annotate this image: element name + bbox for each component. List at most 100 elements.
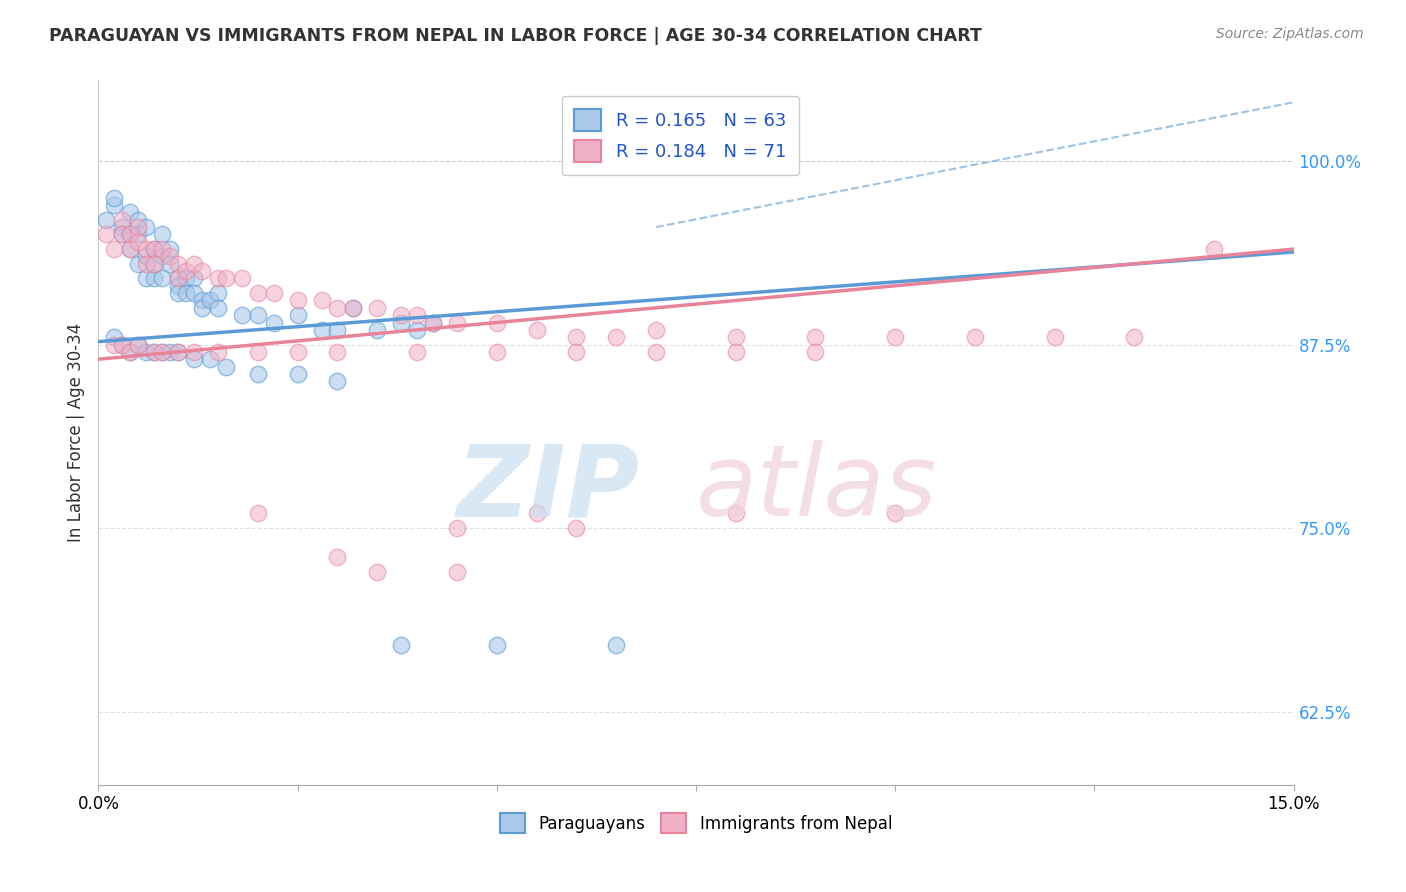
Point (645, 344, 668, 359)
Point (246, 308, 269, 322)
Point (167, 286, 190, 301)
Point (127, 227, 149, 242)
Point (174, 271, 197, 285)
Point (263, 286, 285, 301)
Point (446, 565, 468, 579)
Point (884, 330, 907, 344)
Point (198, 293, 221, 308)
Point (207, 286, 229, 301)
Point (103, 191, 125, 205)
Point (150, 250, 173, 264)
Point (422, 316, 444, 330)
Point (143, 257, 166, 271)
Point (804, 344, 827, 359)
Point (406, 323, 429, 337)
Point (326, 550, 349, 565)
Point (167, 278, 190, 293)
Point (135, 250, 157, 264)
Point (963, 330, 986, 344)
Point (406, 308, 429, 322)
Point (111, 227, 134, 242)
Point (207, 271, 229, 285)
Point (207, 301, 229, 315)
Point (389, 639, 412, 653)
Point (246, 286, 269, 301)
Point (311, 323, 333, 337)
Point (485, 344, 508, 359)
Point (485, 639, 508, 653)
Point (326, 301, 349, 315)
Point (143, 271, 166, 285)
Point (111, 227, 134, 242)
Point (135, 242, 157, 256)
Point (191, 293, 214, 308)
Point (287, 293, 309, 308)
Point (389, 316, 412, 330)
Point (167, 271, 190, 285)
Point (143, 344, 166, 359)
Point (103, 337, 125, 351)
Point (605, 639, 627, 653)
Text: atlas: atlas (696, 441, 938, 538)
Y-axis label: In Labor Force | Age 30-34: In Labor Force | Age 30-34 (66, 323, 84, 542)
Point (326, 374, 349, 388)
Point (135, 344, 157, 359)
Point (198, 352, 221, 367)
Point (724, 330, 747, 344)
Point (406, 344, 429, 359)
Point (191, 301, 214, 315)
Point (111, 220, 134, 235)
Point (311, 293, 333, 308)
Point (159, 250, 181, 264)
Point (159, 257, 181, 271)
Point (150, 227, 173, 242)
Point (446, 521, 468, 535)
Point (565, 521, 588, 535)
Point (150, 271, 173, 285)
Point (645, 323, 668, 337)
Point (183, 257, 205, 271)
Point (326, 344, 349, 359)
Point (183, 286, 205, 301)
Point (342, 301, 364, 315)
Point (143, 242, 166, 256)
Point (143, 344, 166, 359)
Point (526, 323, 548, 337)
Point (246, 344, 269, 359)
Point (127, 220, 149, 235)
Point (246, 507, 269, 521)
Point (120, 227, 142, 242)
Text: ZIP: ZIP (457, 441, 640, 538)
Point (263, 316, 285, 330)
Point (231, 308, 253, 322)
Point (103, 198, 125, 212)
Point (150, 344, 173, 359)
Point (127, 235, 149, 249)
Point (143, 257, 166, 271)
Point (526, 507, 548, 521)
Point (366, 301, 388, 315)
Point (167, 344, 190, 359)
Point (191, 264, 214, 278)
Point (120, 227, 142, 242)
Point (183, 352, 205, 367)
Point (215, 271, 238, 285)
Point (96, 212, 118, 227)
Point (120, 344, 142, 359)
Point (804, 330, 827, 344)
Point (150, 242, 173, 256)
Point (183, 271, 205, 285)
Point (366, 323, 388, 337)
Point (143, 242, 166, 256)
Point (1123, 330, 1146, 344)
Point (446, 316, 468, 330)
Point (103, 330, 125, 344)
Point (287, 367, 309, 381)
Point (135, 220, 157, 235)
Point (422, 316, 444, 330)
Point (167, 271, 190, 285)
Text: Source: ZipAtlas.com: Source: ZipAtlas.com (1216, 27, 1364, 41)
Point (366, 565, 388, 579)
Point (389, 308, 412, 322)
Point (174, 286, 197, 301)
